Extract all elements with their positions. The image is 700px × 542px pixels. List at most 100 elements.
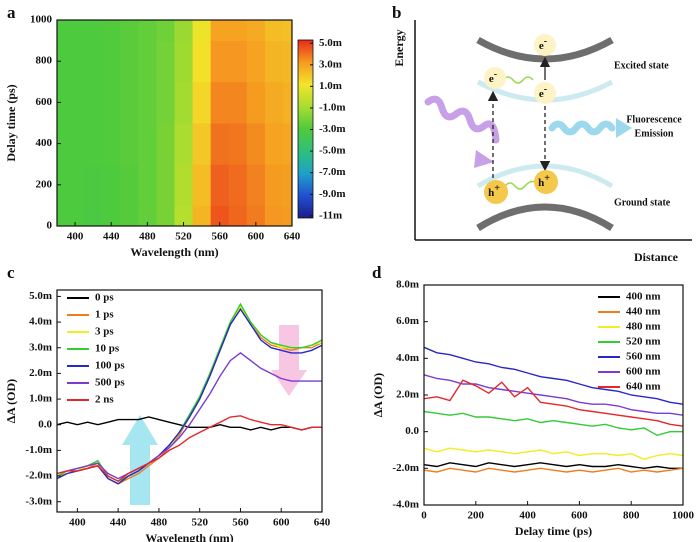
heat-cell [228,40,248,83]
heat-cell [210,205,230,227]
heat-cell [120,205,139,227]
heat-cell [210,20,230,42]
heat-cell [192,81,212,124]
state-label: Ground state [614,197,671,208]
y-tick-label: 1.0m [29,393,52,405]
x-tick-label: 600 [248,231,265,243]
heat-cell [282,123,293,165]
carrier-charge: + [544,173,550,184]
heat-cell [282,81,293,124]
y-axis-title: ∆A (OD) [371,373,385,417]
x-axis-title: Wavelength (nm) [130,245,218,259]
y-axis-title: ∆A (OD) [4,379,18,423]
axis-title: Energy [392,29,406,66]
y-tick-label: 800 [36,55,53,67]
carrier-label: h+ [538,173,550,188]
legend-label: 500 ps [95,377,125,389]
x-tick-label: 560 [211,231,228,243]
heat-cell [102,40,121,83]
heat-cell [138,81,157,124]
colorbar [297,39,314,219]
heat-cell [210,164,230,206]
heat-cell [102,20,121,42]
y-tick-label: 1000 [30,14,53,26]
transfer-wave [502,76,534,84]
x-tick-label: 600 [273,517,290,529]
plot-frame [56,289,323,513]
series-line [423,346,684,405]
carrier-charge: - [544,36,547,47]
x-tick-label: 800 [623,510,640,522]
y-tick-label: -4.0m [392,499,419,511]
heat-cell [138,20,157,42]
y-tick-label: 0.0 [405,425,419,437]
heat-cell [228,164,248,206]
heat-cell [174,123,194,165]
x-tick-label: 440 [103,231,120,243]
x-tick-label: 440 [110,517,127,529]
emission-wave [548,120,616,136]
x-tick-label: 480 [151,517,168,529]
carrier-charge: + [494,183,500,194]
colorbar-label: -7.0m [319,166,346,178]
heat-cell [84,40,103,83]
x-tick-label: 200 [468,510,485,522]
legend-label: 480 nm [626,321,661,333]
carrier-symbol: e [539,88,544,100]
series-line [56,352,322,480]
colorbar-label: -5.0m [319,145,346,157]
heat-cell [174,81,194,124]
heat-cell [246,40,266,83]
heat-cell [138,205,157,227]
heat-cell [192,205,212,227]
x-tick-label: 640 [284,231,301,243]
y-tick-label: -2.0m [392,462,419,474]
heat-cell [156,205,175,227]
heat-cell [192,164,212,206]
heat-cell [102,164,121,206]
heat-cell [228,81,248,124]
heat-cell [246,123,266,165]
colorbar-label: -1.0m [319,101,346,113]
axis-title: Distance [634,250,679,264]
panel-label: a [7,3,16,22]
y-axis-title: Delay time (ps) [4,84,18,161]
carrier-label: e- [539,36,547,51]
emission-label: Emission [635,128,674,139]
heat-cell [120,123,139,165]
heat-cell [120,40,139,83]
heat-cell [264,205,284,227]
heat-cell [228,123,248,165]
legend-label: 600 nm [626,366,661,378]
heat-cell [156,123,175,165]
x-tick-label: 520 [175,231,192,243]
heat-cell [174,20,194,42]
heat-cell [66,164,85,206]
colorbar-label: -3.0m [319,123,346,135]
series-line [423,447,684,460]
legend-label: 100 ps [95,360,125,372]
hole [534,170,558,194]
series-line [423,410,683,437]
heat-cell [282,164,293,206]
heat-cell [264,40,284,83]
heat-cell [57,205,67,227]
carrier-label: h+ [488,183,500,198]
carrier-charge: - [494,69,497,80]
heat-cell [192,40,212,83]
x-tick-label: 560 [232,517,249,529]
panel-label: d [372,263,382,282]
heat-cell [120,164,139,206]
y-tick-label: 400 [36,137,53,149]
y-tick-label: 4.0m [396,352,419,364]
panel-label: c [7,263,15,282]
heat-cell [120,20,139,42]
x-tick-label: 600 [571,510,588,522]
carrier-label: e- [489,69,497,84]
heat-cell [264,20,284,42]
hole [484,180,508,204]
heat-cell [138,164,157,206]
heat-cell [66,81,85,124]
legend-label: 640 nm [626,381,661,393]
heat-cell [210,81,230,124]
